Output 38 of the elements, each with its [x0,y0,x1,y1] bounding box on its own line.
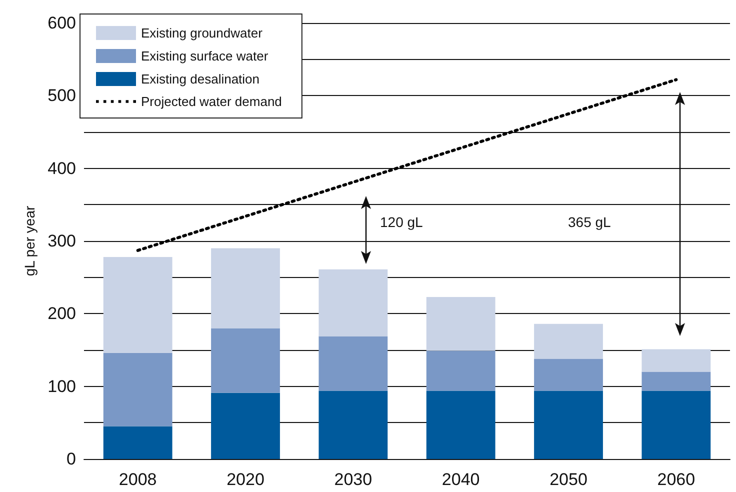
annotation: 365 gL [568,214,612,230]
y-axis-title: gL per year [22,206,38,276]
x-tick-label: 2040 [442,470,480,489]
y-tick-label: 300 [48,232,76,250]
bar [318,336,388,391]
x-tick-label: 2020 [226,470,264,489]
legend-label: Existing groundwater [141,26,264,40]
x-tick-label: 2030 [334,470,372,489]
bar [426,350,496,391]
bar [318,269,388,336]
bar [642,390,711,459]
bar [534,390,603,459]
legend-label: Projected water demand [141,94,282,109]
bar [642,349,711,372]
x-tick-label: 2008 [118,470,157,489]
bar [426,390,496,459]
legend-label: Existing desalination [141,72,260,86]
bar [103,352,172,426]
y-tick-label: 400 [48,158,76,178]
y-tick-label: 500 [48,86,76,106]
bar [103,426,172,459]
x-tick-label: 2050 [550,470,588,489]
bar [534,358,603,391]
y-tick-label: 100 [48,376,76,396]
annotation: 120 gL [380,214,424,230]
y-tick-label: 0 [66,450,76,468]
bar [211,248,280,328]
bar [211,392,280,459]
bar [103,256,172,353]
legend-label: Existing surface water [141,48,269,64]
x-tick-label: 2060 [657,470,696,489]
bar [318,390,388,459]
y-tick-label: 600 [48,14,76,32]
bar [642,372,711,391]
bar [211,328,280,393]
y-tick-label: 200 [48,304,76,324]
bar [534,324,603,359]
bar [426,296,496,351]
